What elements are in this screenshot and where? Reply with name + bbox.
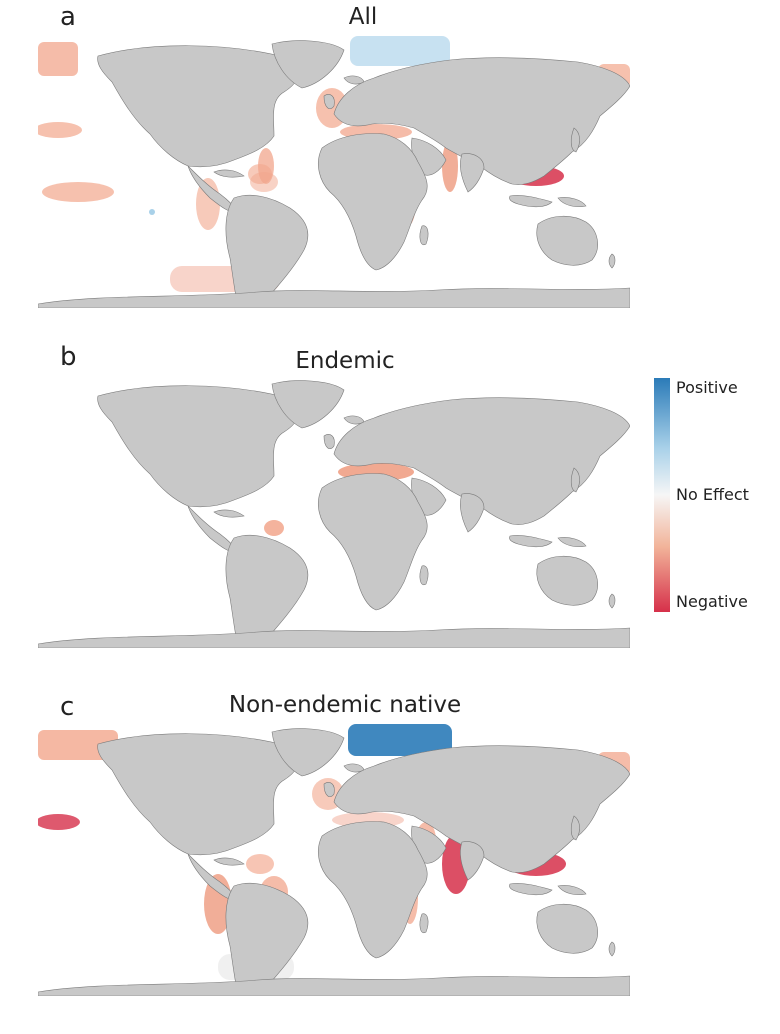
panel-c: c Non-endemic native: [0, 688, 780, 1034]
effect-region-pacific-blue: [149, 209, 155, 215]
legend-colorbar: [654, 378, 670, 612]
effect-region-barents: [348, 724, 452, 756]
effect-region-bering: [38, 42, 78, 76]
effect-region-east-africa: [442, 140, 458, 192]
panel-letter: b: [60, 342, 77, 372]
effect-region-caribbean: [246, 854, 274, 874]
effect-region-brazil: [264, 520, 284, 536]
map-non-endemic-native: [38, 724, 630, 996]
panel-title: All: [348, 4, 378, 30]
legend-label-no-effect: No Effect: [676, 485, 749, 504]
panel-a: a All: [0, 0, 780, 320]
panel-b: b Endemic: [0, 340, 780, 660]
effect-region-hawaii: [38, 122, 82, 138]
effect-region-bering: [38, 730, 118, 760]
panel-letter: c: [60, 692, 75, 722]
effect-region-barents: [350, 36, 450, 66]
map-endemic: [38, 380, 630, 648]
effect-region-hawaii: [38, 814, 80, 830]
map-all: [38, 36, 630, 308]
panel-letter: a: [60, 2, 76, 32]
effect-region-polynesia: [42, 182, 114, 202]
legend-label-negative: Negative: [676, 592, 748, 611]
color-legend: Positive No Effect Negative: [654, 378, 780, 614]
legend-label-positive: Positive: [676, 378, 738, 397]
effect-region-brazil: [258, 148, 274, 184]
panel-title: Endemic: [295, 348, 395, 374]
panel-title: Non-endemic native: [228, 692, 462, 718]
